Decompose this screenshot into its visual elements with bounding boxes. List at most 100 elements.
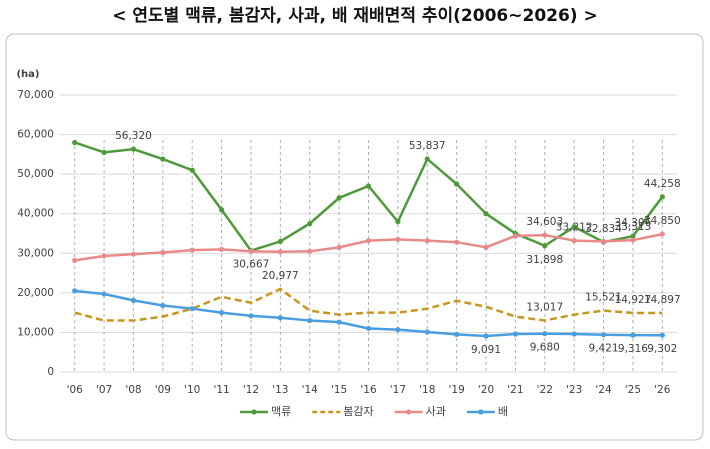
x-tick-label: '19 <box>449 384 465 396</box>
x-tick-label: '16 <box>360 384 377 396</box>
legend-label: 봄감자 <box>343 405 373 418</box>
point <box>483 333 489 339</box>
point <box>512 331 519 337</box>
point <box>130 146 137 152</box>
point <box>571 331 577 337</box>
point <box>659 231 665 237</box>
point <box>307 248 313 254</box>
point <box>542 331 548 337</box>
x-tick-label: '26 <box>654 384 671 396</box>
y-tick-label: 40,000 <box>17 208 54 220</box>
point <box>218 207 225 213</box>
point <box>454 331 460 338</box>
legend-label: 배 <box>498 405 508 418</box>
point <box>424 329 430 335</box>
point <box>160 249 166 256</box>
point <box>630 233 636 239</box>
chart-title: < 연도별 맥류, 봄감자, 사과, 배 재배면적 추이(2006~2026) … <box>112 6 598 26</box>
x-tick-label: '13 <box>272 384 288 396</box>
point <box>307 221 313 227</box>
data-label: 34,603 <box>526 216 563 228</box>
point <box>72 288 78 294</box>
x-tick-label: '18 <box>419 384 435 396</box>
point <box>336 244 342 250</box>
y-tick-label: 70,000 <box>17 89 54 101</box>
y-tick-label: 20,000 <box>17 287 54 299</box>
point <box>72 257 78 264</box>
data-label: 32,834 <box>585 223 622 235</box>
point <box>101 253 107 259</box>
x-tick-label: '10 <box>184 384 200 396</box>
data-label: 56,320 <box>115 130 152 142</box>
point <box>600 332 607 338</box>
data-label: 14,897 <box>644 294 681 306</box>
data-label: 44,258 <box>644 178 681 190</box>
point <box>248 248 254 254</box>
point <box>101 291 107 297</box>
point <box>336 319 342 325</box>
x-tick-label: '11 <box>213 384 229 396</box>
data-label: 9,421 <box>589 343 619 355</box>
legend-marker <box>478 409 484 415</box>
y-tick-label: 30,000 <box>17 247 54 259</box>
y-tick-label: 10,000 <box>17 326 54 338</box>
point <box>189 167 195 173</box>
x-tick-label: '22 <box>537 384 553 396</box>
point <box>483 211 489 217</box>
y-tick-label: 50,000 <box>17 168 54 180</box>
point <box>365 238 372 244</box>
point <box>307 317 313 324</box>
x-tick-label: '07 <box>96 384 112 396</box>
x-tick-label: '20 <box>478 384 494 396</box>
point <box>277 238 283 245</box>
series-line <box>74 287 663 322</box>
x-tick-label: '09 <box>155 384 171 396</box>
point <box>160 302 166 309</box>
x-tick-label: '24 <box>595 384 612 396</box>
x-tick-label: '17 <box>390 384 406 396</box>
point <box>277 315 283 321</box>
data-label: 31,898 <box>526 254 563 266</box>
legend-label: 맥류 <box>271 405 291 418</box>
point <box>365 325 372 332</box>
data-label: 9,091 <box>471 344 501 356</box>
data-label: 33,313 <box>615 221 652 233</box>
legend-marker <box>406 409 412 415</box>
data-label: 9,302 <box>647 343 677 355</box>
point <box>512 233 519 239</box>
point <box>454 239 460 245</box>
point <box>454 181 460 187</box>
point <box>630 237 636 243</box>
x-tick-label: '12 <box>243 384 259 396</box>
data-label: 30,667 <box>233 259 270 271</box>
x-tick-label: '08 <box>125 384 141 396</box>
data-label: 33,212 <box>556 222 593 234</box>
data-label: 53,837 <box>409 140 446 152</box>
point <box>659 194 665 200</box>
data-label: 9,680 <box>530 342 560 354</box>
point <box>424 156 430 162</box>
point <box>160 156 166 162</box>
point <box>571 224 577 230</box>
point <box>189 306 195 312</box>
x-tick-label: '21 <box>507 384 523 396</box>
data-label: 34,306 <box>615 217 652 229</box>
point <box>101 149 107 155</box>
point <box>248 313 254 319</box>
point <box>571 237 577 244</box>
legend-label: 사과 <box>426 405 446 418</box>
point <box>483 244 489 250</box>
point <box>600 238 607 245</box>
x-tick-label: '25 <box>625 384 641 396</box>
point <box>130 251 137 257</box>
chart-frame <box>5 33 704 441</box>
legend-marker <box>251 409 257 415</box>
point <box>542 232 548 238</box>
point <box>218 246 225 252</box>
data-label: 13,017 <box>526 301 563 313</box>
point <box>189 247 195 253</box>
x-tick-label: '06 <box>67 384 84 396</box>
x-tick-label: '15 <box>331 384 347 396</box>
point <box>630 332 636 338</box>
